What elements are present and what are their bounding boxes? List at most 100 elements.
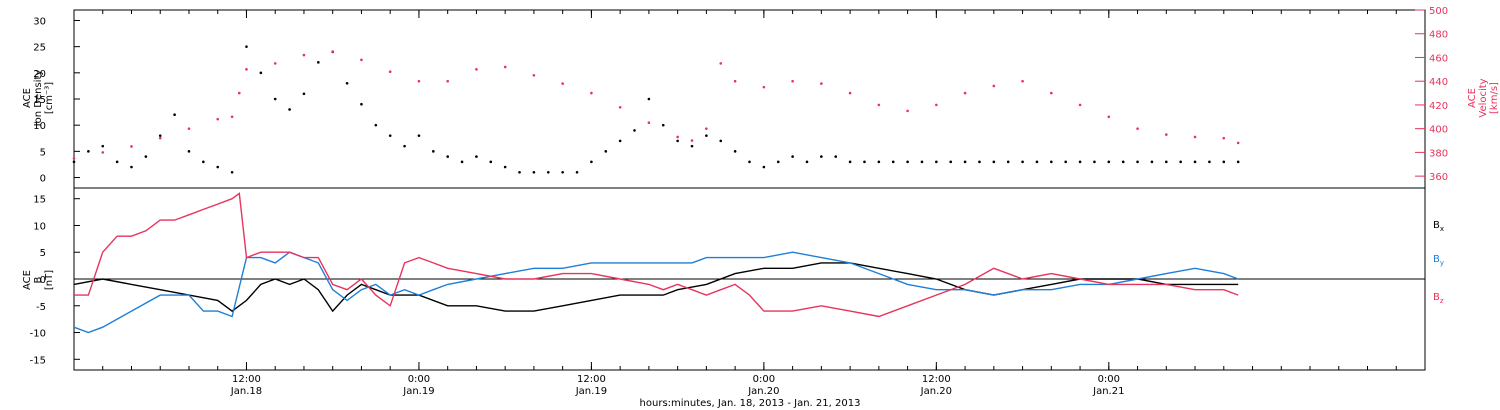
density-point: [906, 160, 909, 164]
velocity-point: [733, 79, 737, 83]
chart-marks: 0 5 10 15 20 25 30 360 380 400 420 440 460 480 500 -15 -…: [30, 6, 1448, 397]
density-point: [432, 150, 435, 153]
density-point: [216, 165, 220, 169]
x-tick-date: Jan.19: [402, 386, 434, 397]
x-tick-label: 12:00: [577, 374, 606, 385]
top-right-tick-label: 440: [1429, 77, 1448, 88]
density-point: [920, 160, 924, 164]
top-right-axis-title: ACE Velocity [km/s]: [1467, 78, 1500, 117]
velocity-point: [245, 68, 248, 71]
top-right-tick-label: 420: [1429, 101, 1448, 112]
top-right-tick-label: 460: [1429, 53, 1448, 64]
bottom-left-tick-label: -10: [30, 329, 46, 340]
top-left-tick-label: 10: [33, 121, 46, 132]
velocity-point: [1078, 103, 1082, 107]
top-left-tick-label: 0: [40, 174, 46, 185]
bottom-left-tick-label: 0: [40, 275, 46, 286]
velocity-point: [1222, 136, 1226, 140]
density-point: [1236, 160, 1240, 164]
density-point: [1193, 160, 1197, 164]
density-point: [733, 150, 737, 153]
density-point: [805, 160, 809, 164]
density-point: [719, 139, 723, 143]
density-point: [1006, 160, 1010, 164]
top-right-tick-label: 500: [1429, 6, 1448, 17]
velocity-point: [273, 62, 277, 65]
density-point: [1222, 160, 1226, 164]
top-left-tick-label: 30: [33, 16, 46, 27]
x-tick-label: 0:00: [1098, 374, 1120, 385]
x-tick-date: Jan.21: [1092, 386, 1124, 397]
density-point: [130, 165, 133, 169]
density-point: [676, 139, 679, 143]
density-point: [1078, 160, 1082, 164]
density-point: [1064, 160, 1067, 164]
velocity-point: [331, 50, 335, 53]
velocity-point: [935, 103, 938, 107]
velocity-point: [1236, 141, 1240, 145]
density-point: [891, 160, 895, 164]
velocity-point: [1107, 115, 1111, 119]
top-right-axis-title-line: ACE: [1467, 88, 1478, 108]
density-point: [489, 160, 493, 164]
velocity-point: [532, 73, 536, 77]
velocity-point: [705, 127, 708, 130]
legend-bz: Bz: [1433, 292, 1444, 305]
density-point: [1179, 160, 1182, 164]
bottom-left-tick-label: 10: [33, 221, 46, 232]
velocity-point: [1021, 79, 1024, 83]
density-point: [561, 170, 564, 174]
x-axis-title: hours:minutes, Jan. 18, 2013 - Jan. 21, …: [640, 398, 861, 409]
bz-series-line: [74, 192, 1239, 318]
top-right-tick-label: 400: [1429, 125, 1448, 136]
velocity-point: [719, 62, 723, 65]
velocity-point: [503, 65, 507, 69]
velocity-point: [590, 91, 593, 95]
velocity-point: [791, 79, 794, 83]
density-point: [575, 170, 579, 174]
density-point: [446, 155, 449, 158]
bottom-left-axis-title: ACE B [nT]: [22, 270, 55, 290]
legend-bx: Bx: [1433, 220, 1444, 233]
density-point: [791, 155, 794, 158]
velocity-point: [302, 53, 306, 57]
x-tick-date: Jan.19: [575, 386, 607, 397]
density-point: [187, 150, 191, 153]
by-series-line: [73, 251, 1239, 334]
velocity-point: [187, 127, 191, 130]
density-point: [661, 123, 665, 127]
density-point: [360, 102, 363, 106]
velocity-point: [820, 82, 823, 85]
density-point: [546, 170, 550, 174]
density-point: [978, 160, 981, 164]
density-point: [1035, 160, 1039, 164]
density-point: [1150, 160, 1154, 164]
density-point: [1121, 160, 1125, 164]
density-point: [949, 160, 953, 164]
density-point: [245, 45, 248, 48]
legend-by: By: [1433, 254, 1444, 267]
density-point: [532, 170, 536, 174]
x-tick-label: 0:00: [408, 374, 430, 385]
velocity-point: [1164, 133, 1168, 136]
velocity-point: [906, 109, 909, 113]
density-point: [863, 160, 866, 164]
x-tick-date: Jan.18: [230, 386, 262, 397]
density-point: [503, 165, 507, 169]
velocity-point: [101, 151, 105, 154]
velocity-point: [1136, 127, 1139, 130]
top-right-tick-label: 480: [1429, 30, 1448, 41]
density-point: [935, 160, 938, 164]
velocity-point: [1050, 91, 1053, 95]
density-point: [877, 160, 881, 164]
density-point: [992, 160, 996, 164]
velocity-point: [446, 79, 449, 83]
top-right-axis-title-line: [km/s]: [1489, 82, 1500, 114]
velocity-point: [360, 58, 363, 62]
top-left-tick-label: 20: [33, 69, 46, 80]
x-tick-date: Jan.20: [920, 386, 952, 397]
velocity-point: [475, 68, 478, 71]
density-point: [690, 144, 694, 148]
density-point: [518, 170, 521, 174]
bottom-left-tick-label: -15: [30, 355, 46, 366]
